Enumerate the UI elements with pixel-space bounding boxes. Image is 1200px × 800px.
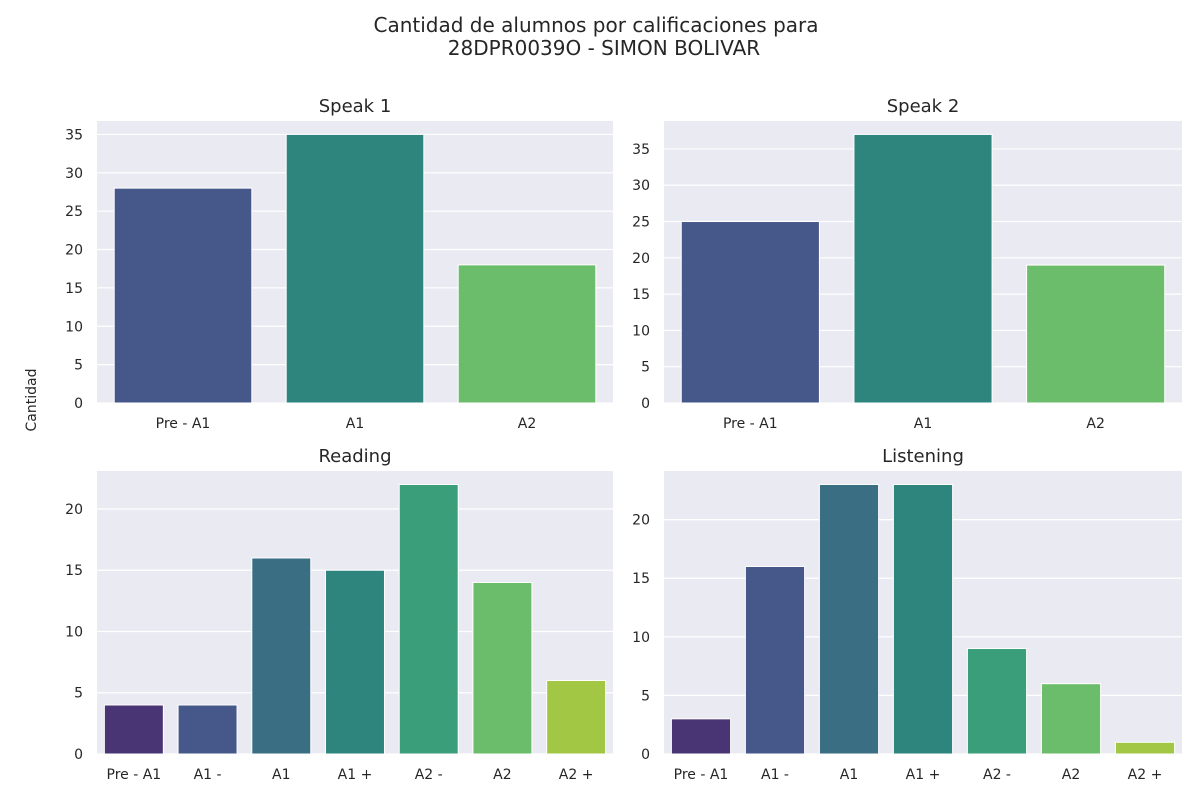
x-tick-label: A1 +: [906, 767, 941, 783]
y-tick-label: 35: [632, 142, 650, 158]
bar: [285, 133, 425, 404]
y-tick-label: 20: [632, 513, 650, 529]
y-tick-label: 30: [65, 166, 83, 182]
y-tick-label: 20: [632, 251, 650, 267]
chart-panels: 0 5 10 15 20 25 30 35 Pre - A1 A1 A2 Speak 1 0 5 10 15 2…: [65, 96, 1182, 783]
x-tick-label: A1: [914, 416, 932, 432]
bar: [457, 264, 597, 404]
y-tick-label: 0: [74, 396, 83, 412]
x-tick-label: Pre - A1: [107, 767, 162, 783]
y-tick-label: 0: [641, 396, 650, 412]
x-tick-label: A1: [346, 416, 364, 432]
x-tick-label: A1: [840, 767, 858, 783]
x-tick-label: A2 +: [559, 767, 594, 783]
y-tick-label: 35: [65, 127, 83, 143]
x-tick-label: A2 -: [415, 767, 443, 783]
bar: [1026, 264, 1166, 404]
y-axis-label: Cantidad: [24, 369, 40, 432]
bar: [103, 704, 164, 755]
x-tick-label: A2 +: [1128, 767, 1163, 783]
y-tick-label: 30: [632, 178, 650, 194]
panel-title: Listening: [882, 446, 964, 467]
bar: [1114, 741, 1176, 755]
y-tick-label: 15: [632, 571, 650, 587]
x-tick-label: A2: [493, 767, 511, 783]
x-tick-label: Pre - A1: [156, 416, 211, 432]
bar: [853, 133, 993, 404]
x-tick-label: A2: [518, 416, 536, 432]
x-tick-label: A1 -: [761, 767, 789, 783]
y-tick-label: 15: [65, 563, 83, 579]
x-tick-label: A2: [1086, 416, 1104, 432]
bar: [251, 557, 312, 755]
bar: [744, 566, 806, 755]
x-tick-label: Pre - A1: [723, 416, 778, 432]
figure-title-line1: Cantidad de alumnos por calificaciones p…: [373, 13, 818, 37]
panel-title: Reading: [318, 446, 391, 467]
y-tick-label: 10: [632, 323, 650, 339]
y-tick-label: 5: [74, 358, 83, 374]
bar: [1040, 683, 1102, 755]
y-tick-label: 20: [65, 243, 83, 259]
y-tick-label: 25: [632, 215, 650, 231]
y-tick-label: 10: [65, 624, 83, 640]
panel-title: Speak 2: [887, 96, 960, 117]
figure-title-line2: 28DPR0039O - SIMON BOLIVAR: [448, 36, 761, 60]
x-tick-label: Pre - A1: [674, 767, 729, 783]
y-tick-label: 10: [632, 630, 650, 646]
chart-panel-3: 0 5 10 15 20 Pre - A1 A1 - A1 A1 + A2 - A2 A2 + List…: [632, 446, 1182, 783]
chart-panel-1: 0 5 10 15 20 25 30 35 Pre - A1 A1 A2 Speak 2: [632, 96, 1182, 432]
x-tick-label: A1 -: [194, 767, 222, 783]
y-tick-label: 5: [641, 360, 650, 376]
chart-panel-2: 0 5 10 15 20 Pre - A1 A1 - A1 A1 + A2 - A2 A2 + Read…: [65, 446, 613, 783]
x-tick-label: A1 +: [338, 767, 373, 783]
bar: [325, 569, 385, 755]
bar: [892, 483, 954, 755]
x-tick-label: A1: [272, 767, 290, 783]
bar: [472, 581, 533, 755]
y-tick-label: 5: [74, 686, 83, 702]
bar: [670, 718, 732, 755]
y-tick-label: 15: [632, 287, 650, 303]
y-tick-label: 15: [65, 281, 83, 297]
y-tick-label: 10: [65, 319, 83, 335]
bar: [177, 704, 238, 755]
bar: [966, 648, 1028, 755]
bar: [398, 483, 459, 755]
y-tick-label: 25: [65, 204, 83, 220]
y-tick-label: 0: [641, 747, 650, 763]
panel-title: Speak 1: [319, 96, 392, 117]
y-tick-label: 20: [65, 502, 83, 518]
bar: [680, 221, 820, 404]
y-tick-label: 5: [641, 688, 650, 704]
bar: [546, 679, 607, 755]
x-tick-label: A2: [1062, 767, 1080, 783]
x-tick-label: A2 -: [983, 767, 1011, 783]
y-tick-label: 0: [74, 747, 83, 763]
bar: [113, 187, 253, 404]
chart-panel-0: 0 5 10 15 20 25 30 35 Pre - A1 A1 A2 Speak 1: [65, 96, 613, 432]
bar: [818, 483, 880, 755]
